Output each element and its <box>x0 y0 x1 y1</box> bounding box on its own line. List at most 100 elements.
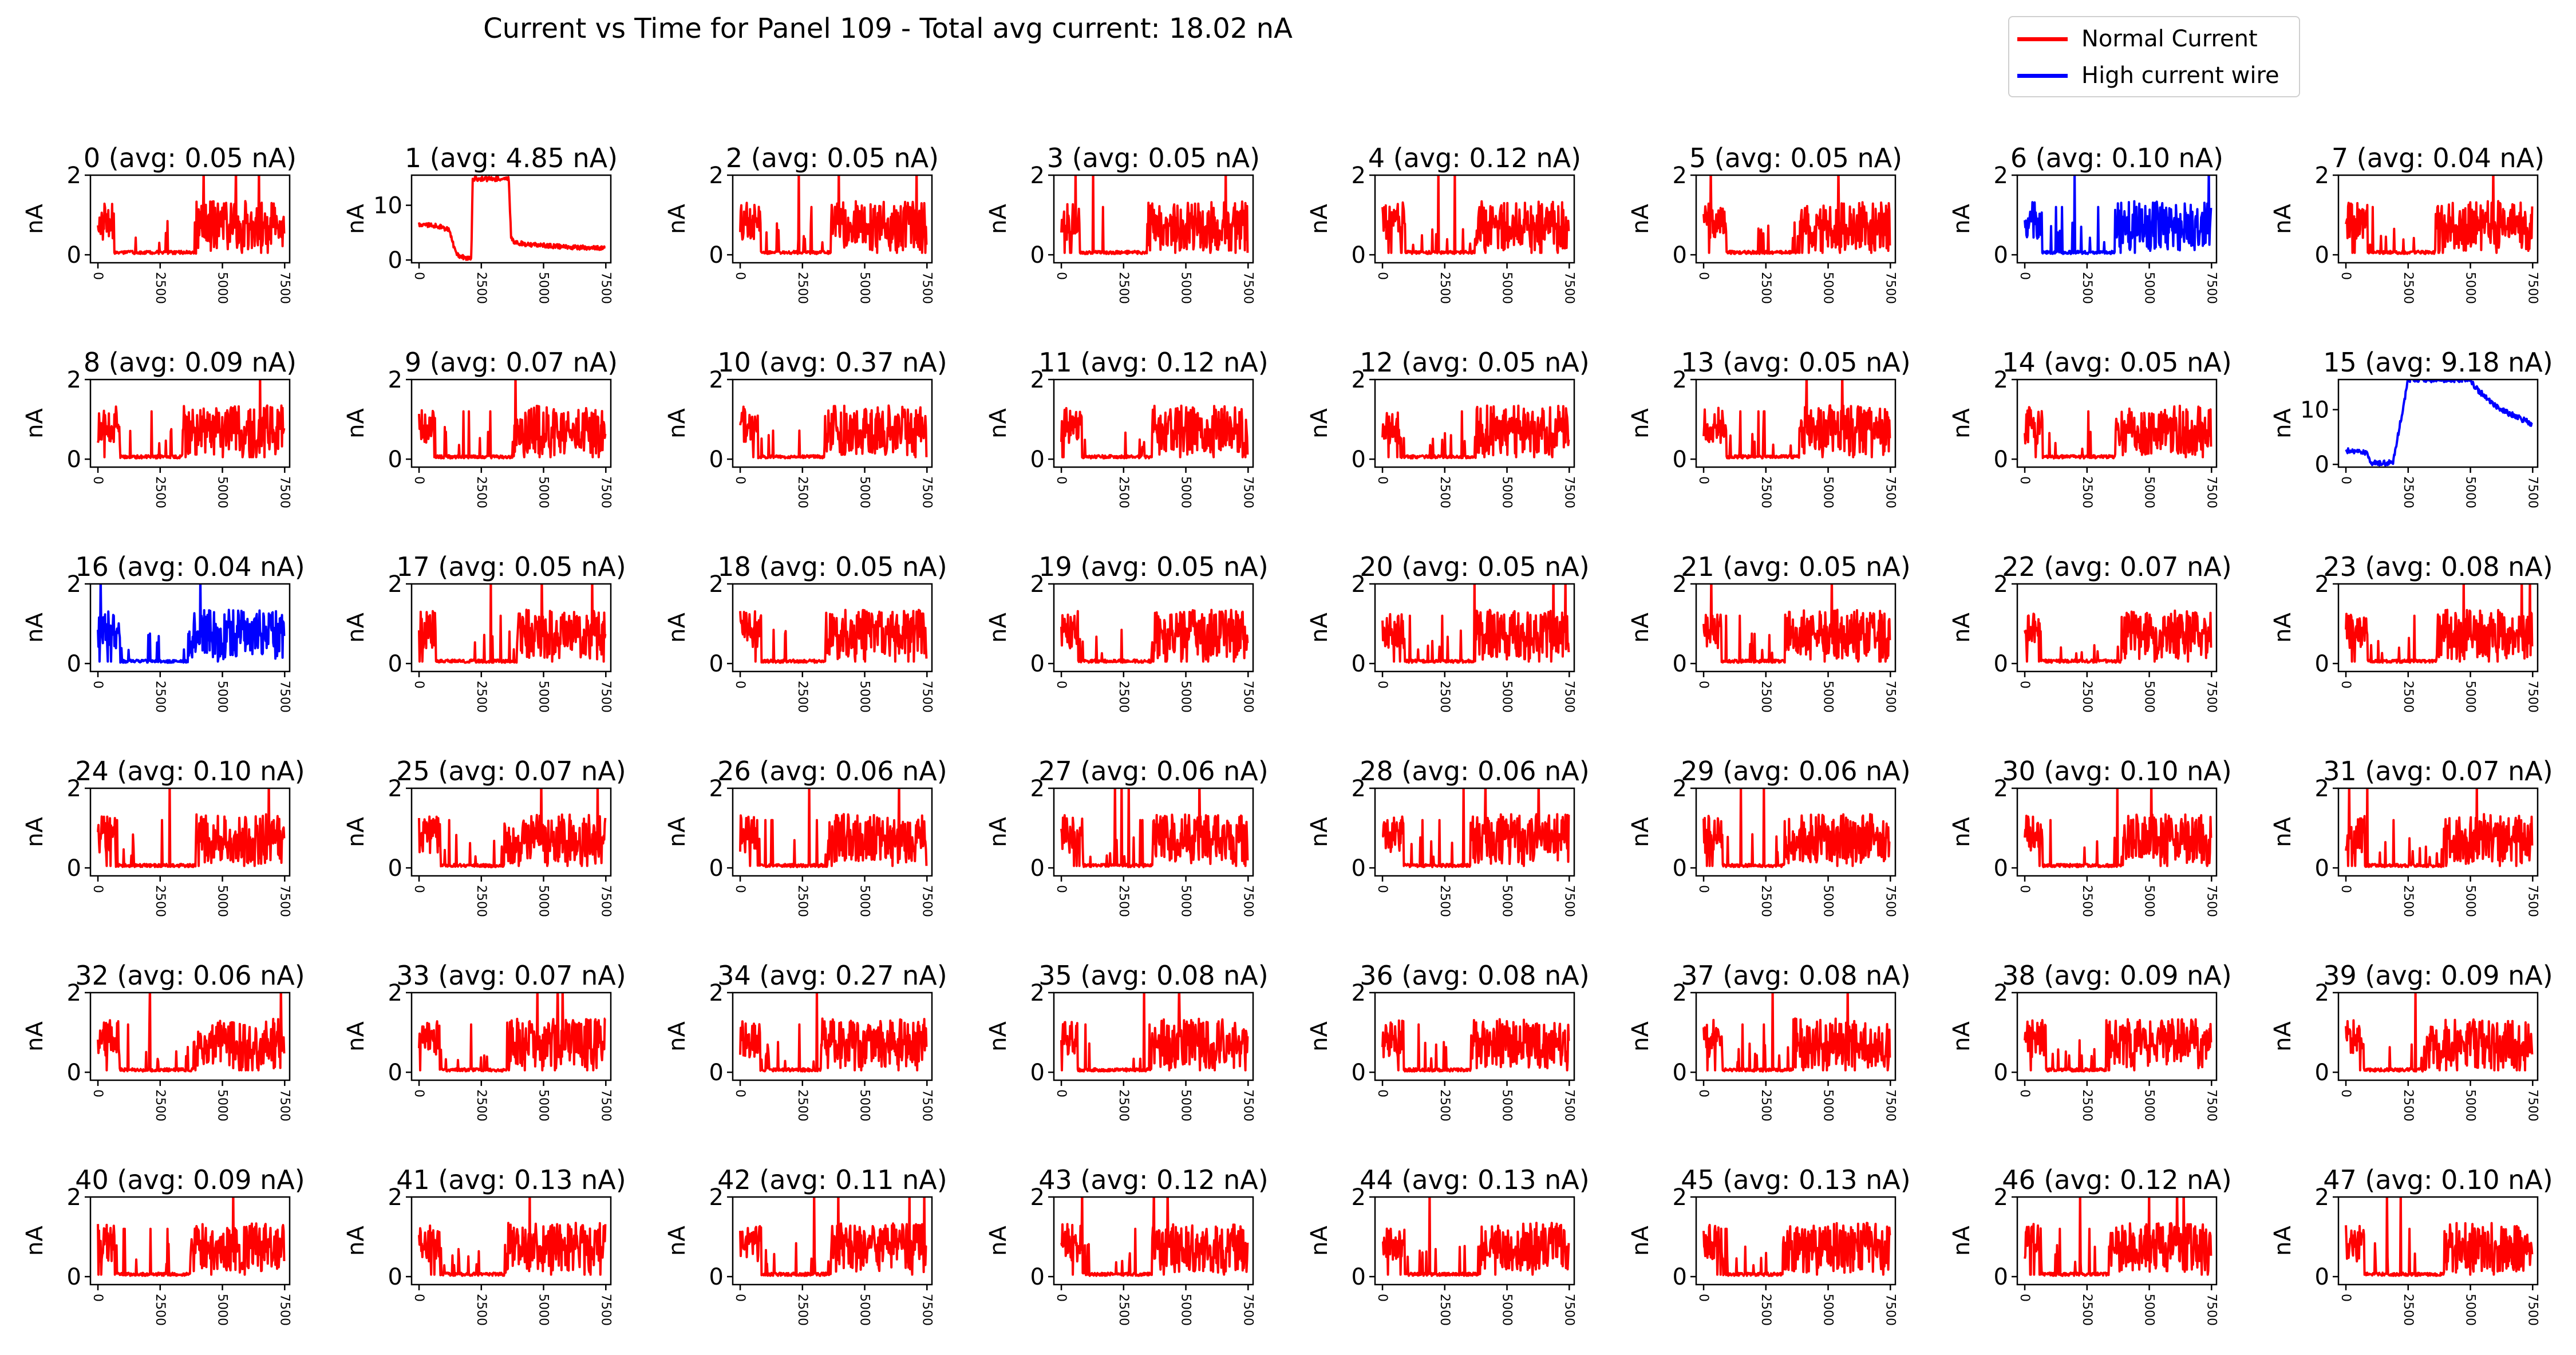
axes-frame <box>410 1196 612 1286</box>
y-axis-label: nA <box>1306 204 1333 234</box>
y-tick-label: 0 <box>388 1264 402 1290</box>
x-tick-label: 7500 <box>919 1294 934 1326</box>
legend-swatch-normal <box>2017 37 2068 41</box>
x-tick-label: 0 <box>90 476 105 484</box>
y-tick-label: 2 <box>709 1184 724 1211</box>
x-tick-label: 7500 <box>1562 885 1576 917</box>
legend-swatch-high <box>2017 73 2068 78</box>
axes-frame <box>1695 378 1897 468</box>
series-line <box>97 788 286 868</box>
series-line <box>97 584 286 664</box>
subplot-46: 46 (avg: 0.12 nA) 0 2 nA 0 2500 5000 7500 <box>1949 1164 2232 1326</box>
subplot-title: 20 (avg: 0.05 nA) <box>1360 551 1589 582</box>
series-line <box>1381 404 1570 460</box>
x-tick-label: 2500 <box>1116 681 1131 713</box>
y-tick-label: 2 <box>1994 367 2008 393</box>
y-tick-label: 0 <box>67 855 81 882</box>
x-tick-label: 7500 <box>1883 1089 1897 1121</box>
x-tick-label: 7500 <box>1240 1089 1255 1121</box>
axes-frame <box>2337 1196 2539 1286</box>
subplot-23: 23 (avg: 0.08 nA) 0 2 nA 0 2500 5000 7500 <box>2270 551 2553 713</box>
y-tick-label: 2 <box>1352 980 1366 1006</box>
x-tick-label: 2500 <box>1116 476 1131 508</box>
series-line <box>1060 609 1249 664</box>
y-tick-label: 2 <box>2315 1184 2329 1211</box>
axes-frame <box>1695 1196 1897 1286</box>
axes-frame <box>89 1196 291 1286</box>
x-tick-label: 5000 <box>858 272 872 304</box>
subplot-title: 4 (avg: 0.12 nA) <box>1368 143 1581 173</box>
axes-frame <box>1053 787 1254 877</box>
x-tick-label: 0 <box>1696 1089 1710 1097</box>
subplot-47: 47 (avg: 0.10 nA) 0 2 nA 0 2500 5000 7500 <box>2270 1164 2553 1326</box>
x-tick-label: 2500 <box>2401 681 2415 713</box>
axes-frame <box>410 583 612 673</box>
subplot-title: 40 (avg: 0.09 nA) <box>75 1164 305 1195</box>
y-tick-label: 0 <box>1352 242 1366 268</box>
subplot-38: 38 (avg: 0.09 nA) 0 2 nA 0 2500 5000 7500 <box>1949 960 2232 1121</box>
y-tick-label: 2 <box>67 367 81 393</box>
x-tick-label: 0 <box>733 1089 747 1097</box>
subplot-title: 42 (avg: 0.11 nA) <box>717 1164 947 1195</box>
subplot-31: 31 (avg: 0.07 nA) 0 2 nA 0 2500 5000 7500 <box>2270 756 2553 917</box>
x-tick-label: 7500 <box>2525 476 2539 508</box>
series-line <box>2345 584 2534 664</box>
subplot-title: 11 (avg: 0.12 nA) <box>1038 347 1268 378</box>
x-tick-label: 5000 <box>215 1294 230 1326</box>
axes-frame <box>2337 378 2539 468</box>
x-tick-label: 7500 <box>1240 272 1255 304</box>
x-tick-label: 5000 <box>858 885 872 917</box>
x-tick-label: 7500 <box>277 272 291 304</box>
x-tick-label: 2500 <box>2080 1294 2094 1326</box>
x-tick-label: 0 <box>412 681 426 689</box>
y-tick-label: 2 <box>388 980 402 1006</box>
x-tick-label: 7500 <box>1883 681 1897 713</box>
y-axis-label: nA <box>664 1021 690 1052</box>
axes-frame <box>1695 583 1897 673</box>
subplot-title: 46 (avg: 0.12 nA) <box>2002 1164 2231 1195</box>
y-tick-label: 0 <box>1352 1060 1366 1086</box>
y-tick-label: 0 <box>1352 651 1366 677</box>
subplot-30: 30 (avg: 0.10 nA) 0 2 nA 0 2500 5000 7500 <box>1949 756 2232 917</box>
y-tick-label: 2 <box>1030 1184 1045 1211</box>
x-tick-label: 2500 <box>2401 885 2415 917</box>
x-tick-label: 5000 <box>1821 476 1835 508</box>
y-tick-label: 2 <box>1352 1184 1366 1211</box>
y-axis-label: nA <box>1627 1021 1654 1052</box>
y-axis-label: nA <box>664 204 690 234</box>
series-line <box>97 380 286 460</box>
subplot-40: 40 (avg: 0.09 nA) 0 2 nA 0 2500 5000 7500 <box>22 1164 305 1326</box>
x-tick-label: 2500 <box>153 476 167 508</box>
x-tick-label: 2500 <box>1759 885 1773 917</box>
y-tick-label: 0 <box>709 651 724 677</box>
series-line <box>1060 788 1249 868</box>
x-tick-label: 5000 <box>215 681 230 713</box>
x-tick-label: 7500 <box>2204 476 2218 508</box>
subplot-title: 44 (avg: 0.13 nA) <box>1360 1164 1589 1195</box>
x-tick-label: 0 <box>412 1294 426 1302</box>
x-tick-label: 5000 <box>2142 1294 2156 1326</box>
y-tick-label: 2 <box>2315 571 2329 598</box>
x-tick-label: 5000 <box>1179 1294 1193 1326</box>
y-tick-label: 10 <box>2300 397 2329 424</box>
subplot-18: 18 (avg: 0.05 nA) 0 2 nA 0 2500 5000 7500 <box>664 551 947 713</box>
x-tick-label: 2500 <box>1116 885 1131 917</box>
subplot-2: 2 (avg: 0.05 nA) 0 2 nA 0 2500 5000 7500 <box>664 143 939 304</box>
subplot-title: 38 (avg: 0.09 nA) <box>2002 960 2231 991</box>
x-tick-label: 0 <box>733 476 747 484</box>
y-tick-label: 2 <box>1030 571 1045 598</box>
x-tick-label: 5000 <box>858 681 872 713</box>
x-tick-label: 2500 <box>474 885 488 917</box>
series-line <box>1702 175 1891 255</box>
y-axis-label: nA <box>1306 613 1333 643</box>
x-tick-label: 2500 <box>474 681 488 713</box>
y-tick-label: 0 <box>2315 1264 2329 1290</box>
subplot-title: 31 (avg: 0.07 nA) <box>2323 756 2553 787</box>
y-axis-label: nA <box>664 817 690 847</box>
y-tick-label: 0 <box>1673 1060 1687 1086</box>
x-tick-label: 2500 <box>1116 1089 1131 1121</box>
subplot-37: 37 (avg: 0.08 nA) 0 2 nA 0 2500 5000 7500 <box>1627 960 1911 1121</box>
y-tick-label: 2 <box>388 776 402 802</box>
axes-frame <box>2337 991 2539 1081</box>
